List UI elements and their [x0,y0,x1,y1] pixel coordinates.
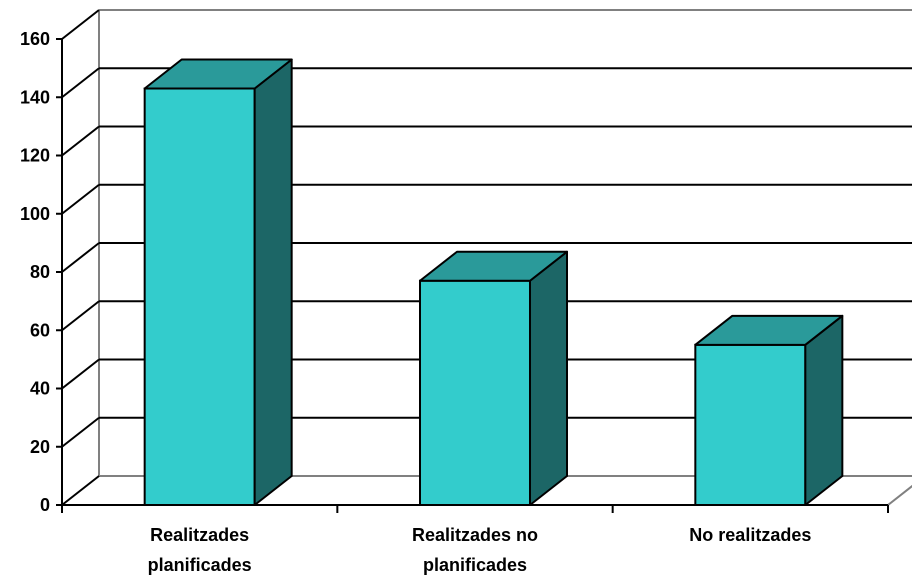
x-category-label: Realitzades no planificades [412,525,538,575]
y-axis-ticks: 0 20 40 60 80 100 120 140 160 [20,29,50,515]
y-tick-label: 80 [30,262,50,282]
floor-right-edge [887,484,912,506]
y-tick-label: 40 [30,379,50,399]
bar [143,58,293,506]
gridline-side [61,125,100,157]
gridline-side [61,358,100,390]
bar-top-face [694,314,844,346]
x-category-label: Realitzades planificades [148,525,252,575]
gridline-side [61,183,100,215]
bar [419,250,568,506]
bar-top-face [143,58,293,90]
bar-front-face [419,279,531,506]
y-tick-label: 140 [20,87,50,107]
bar [694,314,844,506]
y-tick-label: 20 [30,437,50,457]
y-tick-label: 0 [40,495,50,515]
bar-front-face [143,87,256,506]
floor-left-edge [61,475,100,506]
y-tick-label: 120 [20,146,50,166]
bar-side-face [253,58,293,506]
x-axis-labels: Realitzades planificades Realitzades no pla… [148,525,812,575]
bar-side-face [529,250,568,506]
y-tick-label: 160 [20,29,50,49]
bar-top-face [419,250,568,282]
y-tick-label: 60 [30,320,50,340]
x-category-label-line: Realitzades no [412,525,538,545]
x-category-label-line: planificades [148,555,252,575]
gridline-side [61,9,100,40]
x-category-label-line: No realitzades [689,525,811,545]
gridline-side [61,300,100,332]
gridline-side [61,416,100,448]
y-tick-label: 100 [20,204,50,224]
x-category-label-line: planificades [423,555,527,575]
x-category-label: No realitzades [689,525,811,545]
bar-side-face [804,314,844,506]
gridline-side [61,67,100,99]
bar-front-face [694,343,807,506]
x-category-label-line: Realitzades [150,525,249,545]
gridline-side [61,242,100,273]
bars [143,58,844,506]
